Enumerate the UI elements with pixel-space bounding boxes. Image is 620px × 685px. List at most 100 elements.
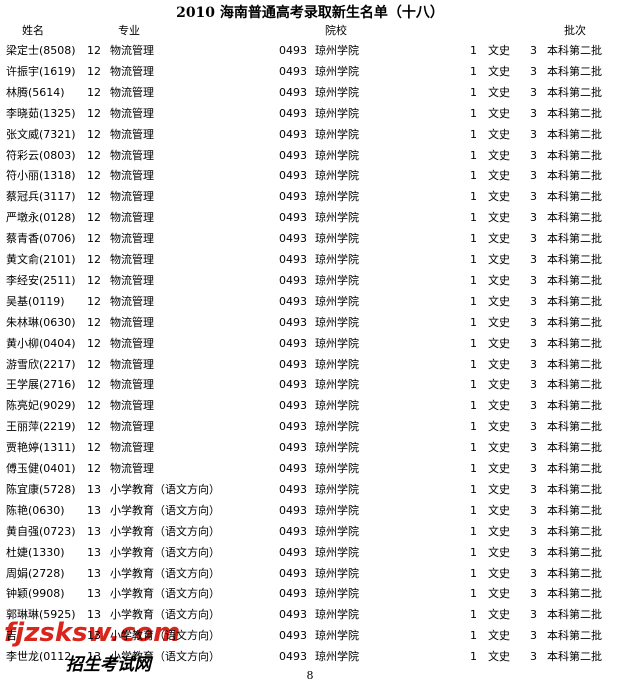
major-code: 13 <box>87 545 101 559</box>
school-code: 0493 <box>279 273 307 287</box>
batch-code: 3 <box>530 85 537 99</box>
batch: 本科第二批 <box>547 566 602 580</box>
category: 文史 <box>488 253 510 266</box>
major: 物流管理 <box>110 64 154 78</box>
major-code: 12 <box>87 253 101 266</box>
batch-code: 3 <box>530 399 537 413</box>
school-code: 0493 <box>279 545 307 559</box>
category: 文史 <box>488 503 510 517</box>
major: 物流管理 <box>110 169 154 183</box>
batch: 本科第二批 <box>547 44 602 57</box>
major-code: 12 <box>87 336 101 350</box>
category: 文史 <box>488 336 510 350</box>
school-code: 0493 <box>279 127 307 141</box>
school: 琼州学院 <box>315 420 359 434</box>
school: 琼州学院 <box>315 85 359 99</box>
batch: 本科第二批 <box>547 315 602 329</box>
student-name: 朱林琳(0630) <box>6 315 76 329</box>
student-name: 符小丽(1318) <box>6 169 76 183</box>
batch: 本科第二批 <box>547 650 602 664</box>
batch-code: 3 <box>530 127 537 141</box>
batch: 本科第二批 <box>547 462 602 475</box>
student-name: 李经安(2511) <box>6 273 76 287</box>
count: 1 <box>470 127 477 141</box>
school-code: 0493 <box>279 399 307 413</box>
page-number: 8 <box>306 669 314 682</box>
major: 物流管理 <box>110 378 154 392</box>
school-code: 0493 <box>279 629 307 643</box>
major: 物流管理 <box>110 127 154 141</box>
school-code: 0493 <box>279 587 307 601</box>
school: 琼州学院 <box>315 608 359 622</box>
count: 1 <box>470 503 477 517</box>
student-name: 郭琳琳(5925) <box>6 608 76 622</box>
count: 1 <box>470 85 477 99</box>
batch: 本科第二批 <box>547 64 602 78</box>
major: 物流管理 <box>110 462 154 475</box>
student-name: 林腾(5614) <box>6 85 65 99</box>
school-code: 0493 <box>279 378 307 392</box>
school: 琼州学院 <box>315 148 359 162</box>
school-code: 0493 <box>279 253 307 266</box>
category: 文史 <box>488 44 510 57</box>
count: 1 <box>470 148 477 162</box>
school: 琼州学院 <box>315 294 359 308</box>
major-code: 12 <box>87 441 101 455</box>
school: 琼州学院 <box>315 357 359 371</box>
batch-code: 3 <box>530 253 537 266</box>
batch: 本科第二批 <box>547 294 602 308</box>
student-name: 贾艳婷(1311) <box>6 441 76 455</box>
student-name: 李世龙(0112 <box>6 650 72 664</box>
count: 1 <box>470 106 477 120</box>
batch: 本科第二批 <box>547 211 602 225</box>
student-name: 黄文俞(2101) <box>6 253 76 266</box>
major-code: 13 <box>87 524 101 538</box>
count: 1 <box>470 399 477 413</box>
count: 1 <box>470 294 477 308</box>
major-code: 12 <box>87 462 101 475</box>
school: 琼州学院 <box>315 211 359 225</box>
student-name: 陈艳(0630) <box>6 503 65 517</box>
student-name: 张文威(7321) <box>6 127 76 141</box>
school: 琼州学院 <box>315 566 359 580</box>
school: 琼州学院 <box>315 378 359 392</box>
student-name: 蔡青香(0706) <box>6 232 76 246</box>
count: 1 <box>470 608 477 622</box>
count: 1 <box>470 44 477 57</box>
school-code: 0493 <box>279 106 307 120</box>
major: 物流管理 <box>110 190 154 204</box>
batch: 本科第二批 <box>547 106 602 120</box>
school: 琼州学院 <box>315 336 359 350</box>
school-code: 0493 <box>279 64 307 78</box>
batch: 本科第二批 <box>547 357 602 371</box>
count: 1 <box>470 253 477 266</box>
batch-code: 3 <box>530 503 537 517</box>
major-code: 13 <box>87 650 101 664</box>
school-code: 0493 <box>279 608 307 622</box>
major-code: 13 <box>87 482 101 496</box>
school: 琼州学院 <box>315 587 359 601</box>
batch: 本科第二批 <box>547 169 602 183</box>
batch-code: 3 <box>530 650 537 664</box>
category: 文史 <box>488 378 510 392</box>
major: 小学教育（语文方向） <box>110 587 220 601</box>
student-name: 游雪欣(2217) <box>6 357 76 371</box>
count: 1 <box>470 524 477 538</box>
category: 文史 <box>488 420 510 434</box>
category: 文史 <box>488 357 510 371</box>
major-code: 13 <box>87 629 101 643</box>
batch-code: 3 <box>530 566 537 580</box>
major-code: 12 <box>87 420 101 434</box>
school-code: 0493 <box>279 44 307 57</box>
major-code: 12 <box>87 64 101 78</box>
school-code: 0493 <box>279 420 307 434</box>
category: 文史 <box>488 462 510 475</box>
major: 物流管理 <box>110 148 154 162</box>
major-code: 12 <box>87 294 101 308</box>
major: 物流管理 <box>110 232 154 246</box>
school: 琼州学院 <box>315 253 359 266</box>
student-name: 严墩永(0128) <box>6 211 76 225</box>
batch-code: 3 <box>530 190 537 204</box>
school-code: 0493 <box>279 232 307 246</box>
student-name: 黄小柳(0404) <box>6 336 76 350</box>
